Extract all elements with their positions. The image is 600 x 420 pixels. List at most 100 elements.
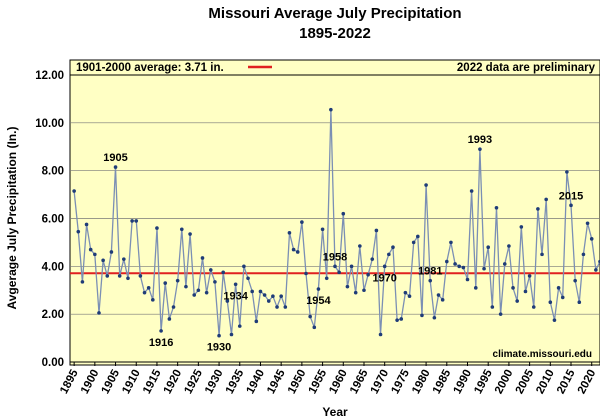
annotation-1981: 1981 <box>418 266 442 278</box>
data-point-1982 <box>432 315 437 320</box>
source-credit: climate.missouri.edu <box>493 349 592 360</box>
annotation-1930: 1930 <box>207 342 231 354</box>
data-point-1942 <box>266 299 271 303</box>
series-points <box>72 107 600 338</box>
y-tick-label: 8.00 <box>42 166 64 178</box>
data-point-1933 <box>229 332 234 337</box>
data-point-1903 <box>105 274 110 278</box>
data-point-1898 <box>84 222 89 227</box>
x-axis-ticks: 1895190019051910191519201925193019351940… <box>58 362 598 396</box>
x-tick-label: 1950 <box>286 368 309 396</box>
data-point-1918 <box>167 317 172 321</box>
data-point-1997 <box>494 205 499 210</box>
data-point-1941 <box>262 293 267 297</box>
data-point-1937 <box>246 276 250 281</box>
data-point-1922 <box>184 284 188 289</box>
data-point-1930 <box>217 333 221 338</box>
data-point-1943 <box>271 294 275 299</box>
data-point-1947 <box>287 231 292 235</box>
data-point-2001 <box>511 286 515 290</box>
data-point-1910 <box>134 219 139 223</box>
data-point-2019 <box>585 221 590 226</box>
data-point-2007 <box>536 207 540 211</box>
chart-title: Missouri Average July Precipitation <box>208 5 461 22</box>
data-point-1912 <box>142 290 147 295</box>
data-point-1926 <box>200 256 205 260</box>
data-point-1976 <box>407 294 412 299</box>
data-point-2004 <box>523 289 528 294</box>
data-point-1969 <box>378 332 383 337</box>
data-point-1963 <box>353 290 358 295</box>
y-tick-label: 10.00 <box>35 118 64 130</box>
series-line <box>73 109 600 336</box>
x-tick-label: 1985 <box>431 367 454 396</box>
data-point-1983 <box>436 293 441 297</box>
x-tick-label: 2005 <box>514 367 537 396</box>
data-point-1921 <box>179 227 184 232</box>
data-point-1968 <box>374 228 379 233</box>
data-point-1919 <box>171 305 176 309</box>
data-point-1951 <box>304 271 308 276</box>
annotation-1993: 1993 <box>468 134 492 146</box>
annotation-1970: 1970 <box>372 272 396 284</box>
annotation-1958: 1958 <box>323 251 347 263</box>
x-tick-label: 2015 <box>555 367 578 396</box>
data-point-1939 <box>254 319 259 324</box>
data-point-2017 <box>577 300 582 305</box>
x-tick-label: 1920 <box>162 368 185 396</box>
data-point-1917 <box>163 281 168 285</box>
data-point-1978 <box>416 234 420 239</box>
data-point-1967 <box>370 257 375 261</box>
data-point-1996 <box>490 305 495 309</box>
x-tick-label: 1915 <box>141 367 164 396</box>
x-tick-label: 1990 <box>452 368 475 396</box>
data-point-1954 <box>316 287 321 291</box>
data-point-1973 <box>395 318 399 322</box>
x-tick-label: 1940 <box>245 368 268 396</box>
data-point-1981 <box>428 278 433 283</box>
data-point-2020 <box>589 237 594 241</box>
plot-area <box>69 59 600 366</box>
data-point-1958 <box>333 264 337 269</box>
data-point-1992 <box>473 286 478 290</box>
data-point-2000 <box>507 244 511 248</box>
data-point-1905 <box>113 165 118 169</box>
data-point-2014 <box>565 170 569 174</box>
data-point-1928 <box>208 268 213 272</box>
x-tick-label: 1925 <box>182 367 205 396</box>
data-point-1950 <box>300 220 304 224</box>
data-point-1984 <box>440 298 445 302</box>
data-point-2013 <box>560 295 565 300</box>
data-point-1990 <box>465 277 470 282</box>
data-point-1986 <box>449 240 453 245</box>
data-point-1962 <box>349 264 354 269</box>
data-point-1946 <box>283 305 288 309</box>
annotation-1905: 1905 <box>103 152 127 164</box>
data-point-1932 <box>225 299 230 303</box>
data-point-1908 <box>126 276 130 281</box>
data-point-1934 <box>233 282 238 287</box>
chart-subtitle: 1895-2022 <box>299 25 371 42</box>
data-point-1938 <box>250 289 254 294</box>
x-tick-label: 2010 <box>534 368 557 396</box>
y-tick-label: 12.00 <box>35 70 64 82</box>
data-point-2003 <box>519 225 524 229</box>
y-tick-label: 4.00 <box>42 261 64 273</box>
annotation-1934: 1934 <box>223 290 248 302</box>
x-tick-label: 2020 <box>576 368 599 396</box>
data-point-1955 <box>320 227 325 232</box>
data-point-1974 <box>399 317 404 321</box>
data-point-1980 <box>424 183 428 187</box>
data-point-1940 <box>258 289 263 294</box>
y-tick-label: 6.00 <box>42 214 64 226</box>
data-point-1949 <box>295 250 300 254</box>
data-point-2012 <box>556 286 561 290</box>
x-tick-label: 1960 <box>327 368 350 396</box>
x-axis-title: Year <box>322 405 348 419</box>
data-point-1956 <box>324 276 329 281</box>
data-point-1909 <box>130 219 134 223</box>
data-point-1971 <box>387 252 391 257</box>
data-point-2016 <box>573 278 577 283</box>
data-point-1970 <box>382 264 387 269</box>
